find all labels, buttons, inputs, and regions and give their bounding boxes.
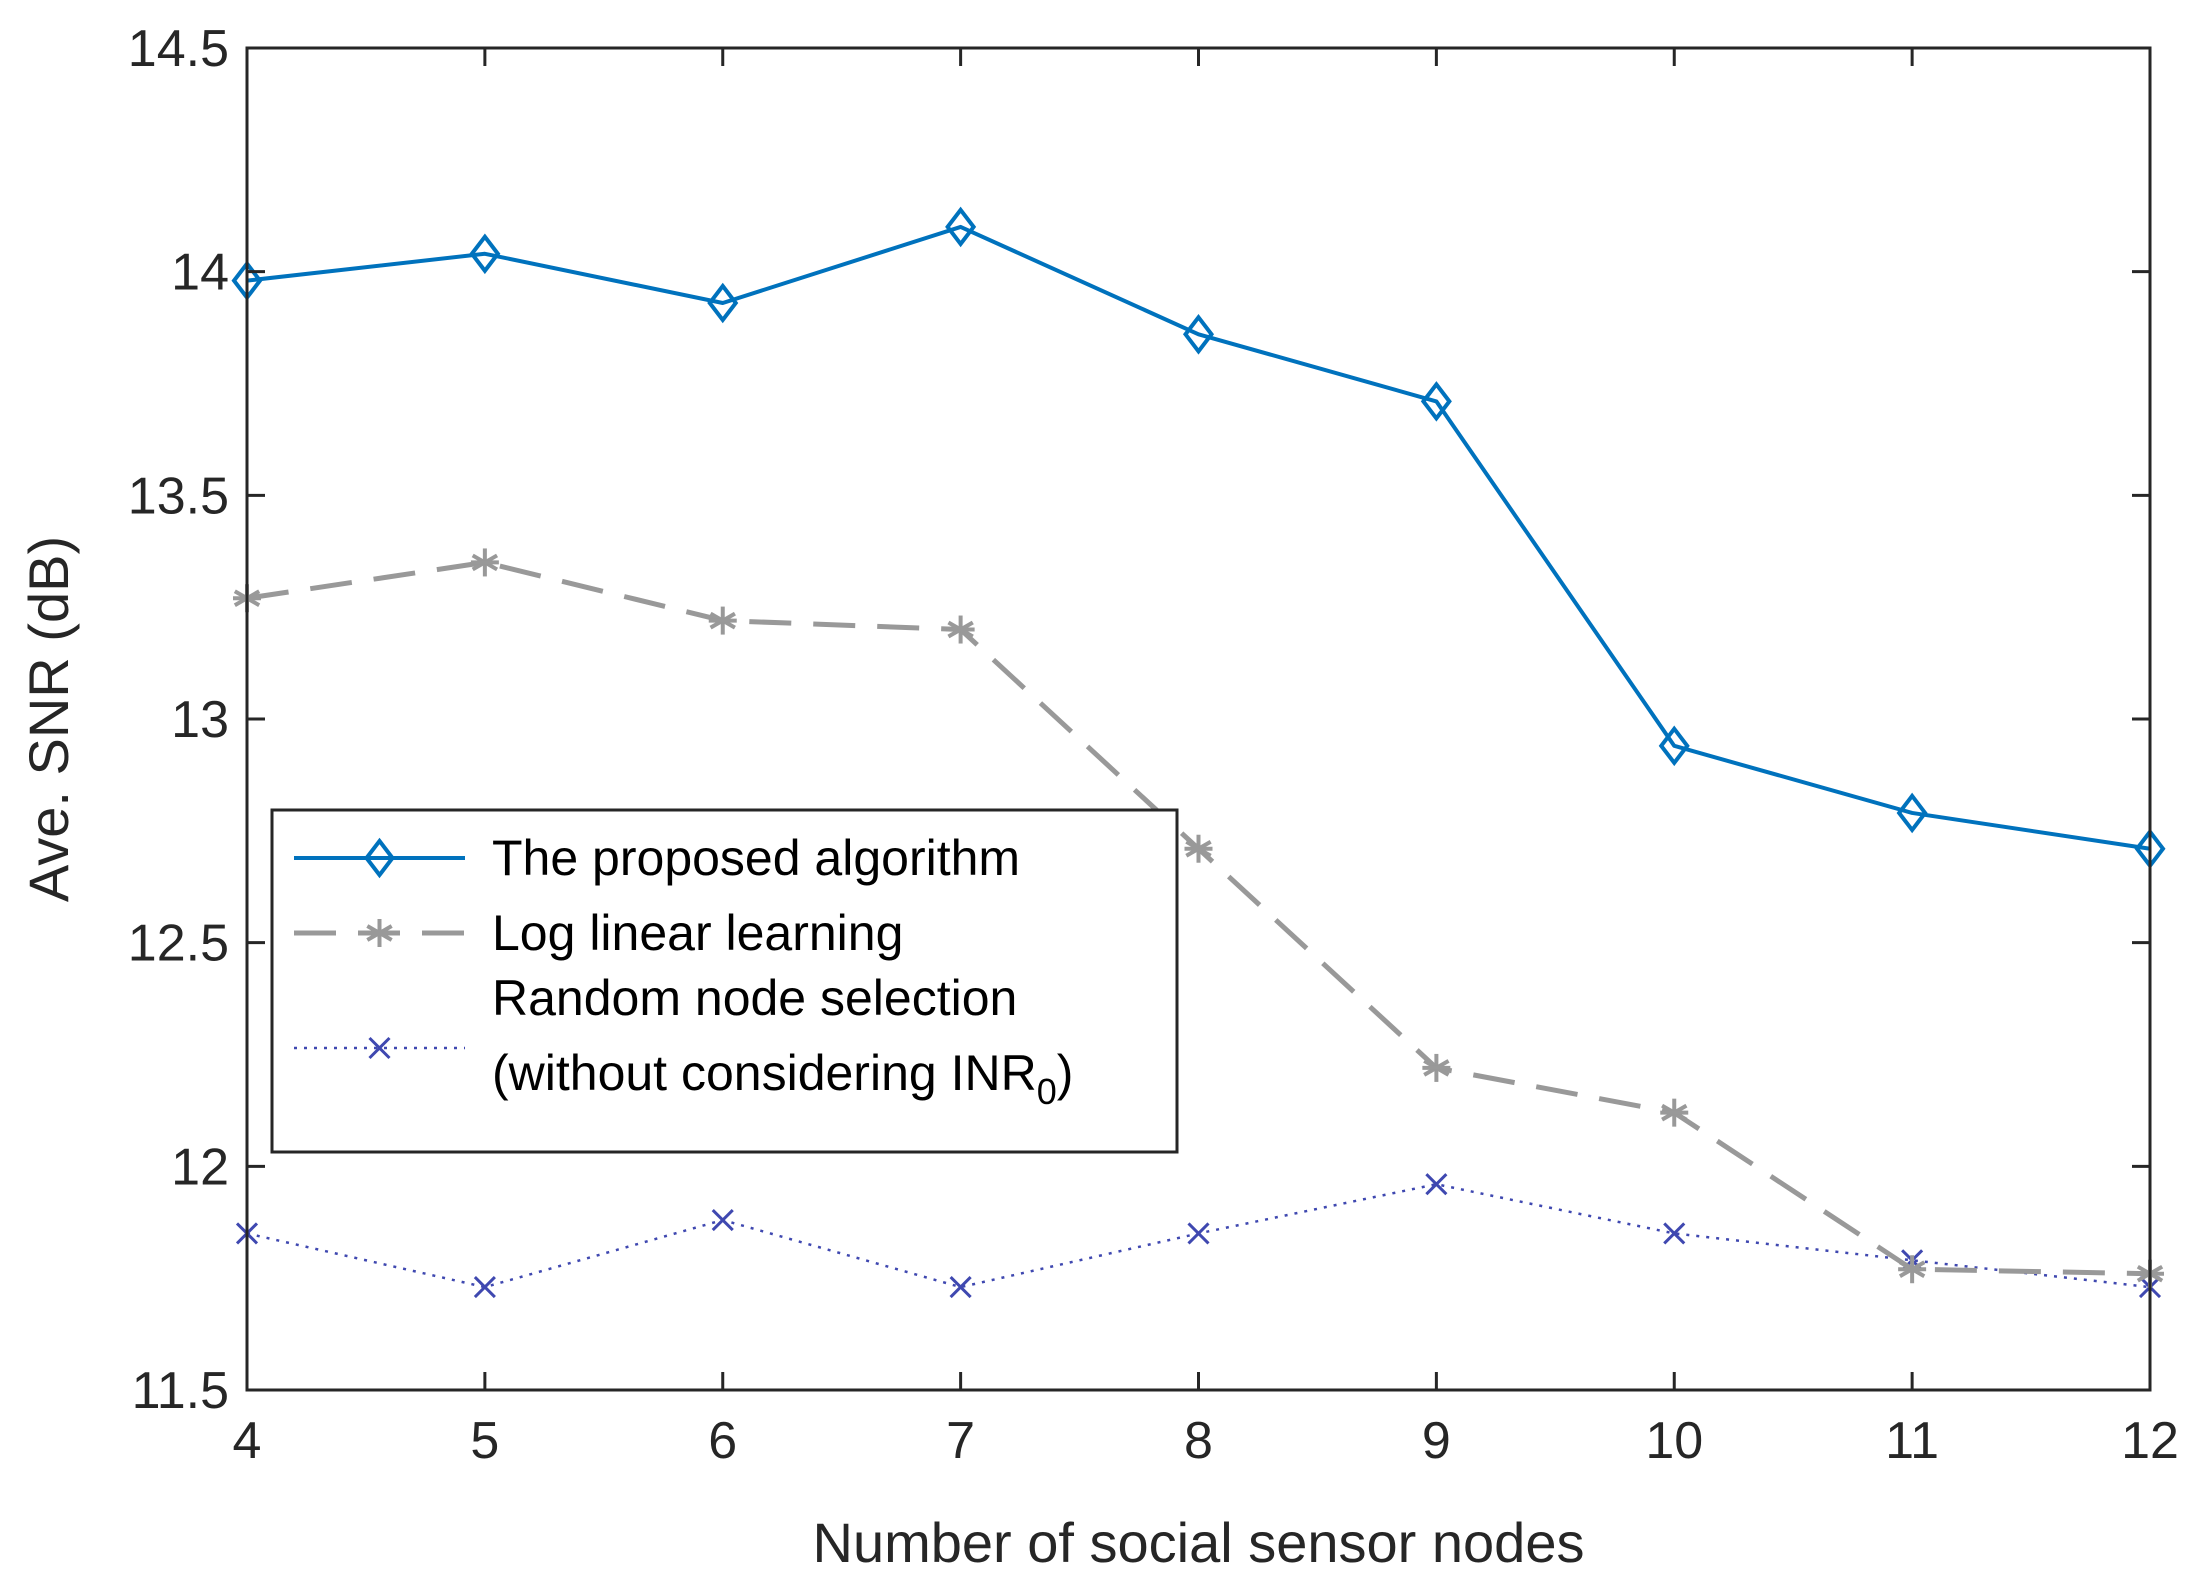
legend-marker-series-random: [368, 1036, 391, 1060]
legend-label-random-line1: Random node selection: [492, 970, 1017, 1026]
series-random-point: [711, 1208, 734, 1232]
x-tick-label: 12: [2121, 1412, 2179, 1470]
series-proposed-point: [1182, 314, 1215, 355]
y-tick-label: 11.5: [132, 1362, 229, 1420]
series-random: [235, 1173, 2162, 1299]
series-log-linear-point: [1184, 834, 1213, 863]
legend-samples: [294, 837, 465, 1060]
series-proposed-point: [1420, 381, 1452, 422]
series-proposed-point: [1658, 725, 1690, 767]
series-proposed-point: [469, 233, 501, 275]
x-axis-label: Number of social sensor nodes: [813, 1511, 1585, 1574]
legend-label-log-linear: Log linear learning: [492, 905, 903, 961]
y-axis-label: Ave. SNR (dB): [17, 536, 80, 902]
series-random-point: [1425, 1173, 1448, 1196]
x-tick-label: 4: [233, 1412, 262, 1470]
x-stroke: [711, 1208, 734, 1232]
series-log-linear-point: [946, 615, 975, 644]
y-tick-label: 13.5: [128, 467, 229, 525]
series-random-point: [1663, 1222, 1686, 1245]
series-log-linear-point: [470, 548, 499, 577]
x-tick-label: 8: [1184, 1412, 1213, 1470]
legend-marker-series-proposed: [363, 837, 396, 879]
y-tick-label: 12: [171, 1138, 229, 1196]
x-tick-label: 10: [1645, 1412, 1703, 1470]
x-tick-label: 6: [708, 1412, 737, 1470]
x-stroke: [1425, 1173, 1448, 1196]
y-tick-label: 12.5: [128, 915, 229, 973]
x-stroke: [1187, 1222, 1210, 1245]
legend-label-random-subscript: 0: [1037, 1071, 1057, 1112]
series-proposed-point: [945, 206, 977, 248]
series-log-linear-point: [1898, 1255, 1927, 1284]
legend-label-random-close: ): [1057, 1045, 1074, 1101]
series-random-point: [473, 1276, 496, 1299]
legend: The proposed algorithm Log linear learni…: [270, 808, 1179, 1154]
legend-label-proposed: The proposed algorithm: [492, 830, 1020, 886]
legend-marker-series-log-linear: [365, 919, 394, 947]
series-log-linear-point: [1660, 1098, 1689, 1127]
y-tick-label: 14.5: [128, 20, 229, 78]
legend-label-random-main: (without considering INR: [492, 1045, 1037, 1101]
series-random-point: [1187, 1222, 1210, 1245]
x-stroke: [949, 1276, 972, 1299]
series-proposed-point: [1896, 792, 1928, 834]
x-stroke: [473, 1276, 496, 1299]
x-tick-label: 9: [1422, 1412, 1451, 1470]
series-log-linear-point: [708, 606, 737, 635]
series-random-point: [949, 1276, 972, 1299]
y-tick-label: 14: [171, 244, 229, 302]
x-stroke: [368, 1036, 391, 1060]
series-proposed-line: [246, 224, 2151, 851]
x-tick-label: 5: [470, 1412, 499, 1470]
x-tick-label: 11: [1885, 1412, 1939, 1470]
legend-label-random-line2: (without considering INR0): [492, 1045, 1073, 1112]
y-tick-label: 13: [171, 691, 229, 749]
axis-ticks: 4 5 6 7 8 9 10 11 12 11.5 12 12.5 13 13.5 14 14.5: [128, 20, 2179, 1470]
legend-box: [270, 808, 1179, 1154]
series-log-linear-point: [1422, 1053, 1451, 1082]
series-proposed-point: [707, 282, 739, 324]
x-tick-label: 7: [946, 1412, 975, 1470]
x-stroke: [1663, 1222, 1686, 1245]
